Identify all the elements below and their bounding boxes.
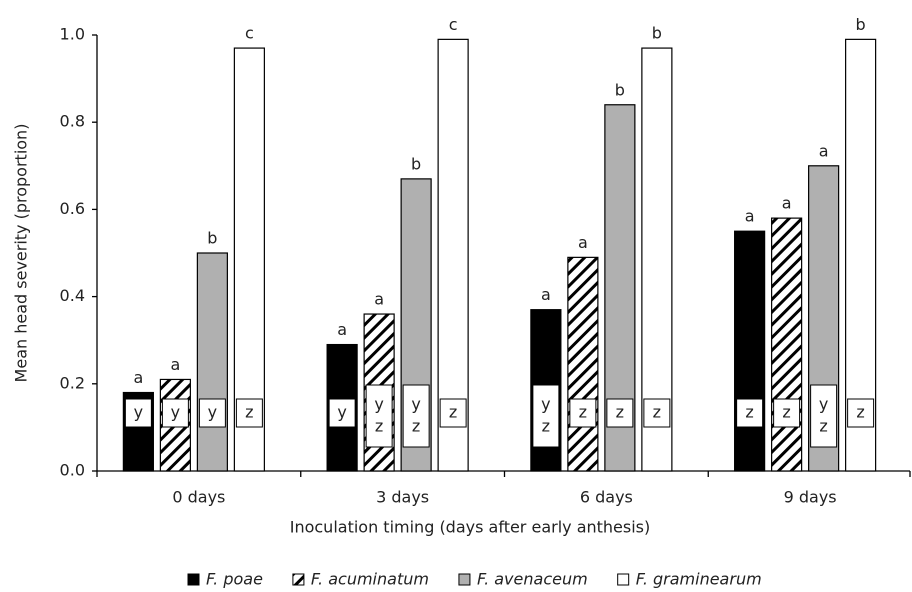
group-letter: y [171,403,180,422]
group-box [124,398,152,428]
group-box [402,384,430,448]
group-letter: z [616,403,624,422]
group-box [328,398,356,428]
group-box [365,384,393,448]
y-axis-title: Mean head severity (proportion) [12,124,31,383]
bar [196,252,228,472]
significance-letter: a [819,141,829,160]
significance-letter: b [411,154,421,173]
group-box [736,398,764,428]
x-axis-title: Inoculation timing (days after early ant… [290,518,651,537]
y-tick-label: 0.8 [60,112,85,131]
group-box [810,384,838,448]
x-tick-label: 0 days [172,488,225,507]
y-tick-label: 0.4 [60,286,85,305]
significance-letter: b [615,80,625,99]
group-letter: y [208,403,217,422]
group-letter: y [541,395,550,414]
x-tick-label: 3 days [376,488,429,507]
group-letter: z [579,403,587,422]
group-box [847,398,875,428]
group-box [235,398,263,428]
group-letter: z [653,403,661,422]
group-box [198,398,226,428]
group-letter: y [134,403,143,422]
significance-letter: b [207,229,217,248]
group-letter: y [411,395,420,414]
group-letter: z [412,417,420,436]
significance-letter: a [782,194,792,213]
legend-swatch [617,573,630,586]
bar [771,217,803,472]
y-tick-label: 0.2 [60,373,85,392]
significance-letter: a [374,290,384,309]
significance-letter: a [578,233,588,252]
y-tick-label: 0.0 [60,461,85,480]
significance-letter: a [337,320,347,339]
group-letter: y [819,395,828,414]
significance-letter: c [245,24,254,43]
legend-swatch [187,573,200,586]
y-tick-label: 0.6 [60,199,85,218]
group-letter: z [245,403,253,422]
legend-label: F. acuminatum [311,570,429,589]
group-letter: z [819,417,827,436]
group-box [606,398,634,428]
group-box [643,398,671,428]
group-box [439,398,467,428]
significance-letter: b [856,15,866,34]
group-letter: z [449,403,457,422]
significance-letter: a [745,207,755,226]
legend-label: F. graminearum [636,570,762,589]
legend-label: F. avenaceum [477,570,588,589]
group-letter: z [375,417,383,436]
legend-swatch [292,573,305,586]
x-tick-label: 9 days [784,488,837,507]
significance-letter: a [133,368,143,387]
significance-letter: b [652,24,662,43]
significance-letter: a [170,355,180,374]
group-letter: y [337,403,346,422]
group-letter: z [782,403,790,422]
group-box [773,398,801,428]
group-box [532,384,560,448]
significance-letter: a [541,285,551,304]
group-letter: y [374,395,383,414]
bar [734,230,766,472]
legend-label: F. poae [206,570,263,589]
y-tick-label: 1.0 [60,25,85,44]
legend-swatch [458,573,471,586]
group-box [569,398,597,428]
significance-letter: c [449,15,458,34]
group-letter: z [856,403,864,422]
x-tick-label: 6 days [580,488,633,507]
group-letter: z [745,403,753,422]
group-letter: z [542,417,550,436]
bar [567,256,599,472]
group-box [161,398,189,428]
